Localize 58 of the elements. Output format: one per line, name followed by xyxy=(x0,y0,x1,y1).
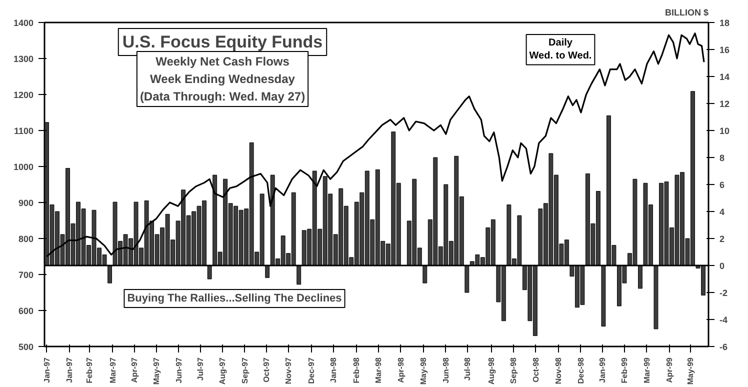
y2-tick-label: 14 xyxy=(720,72,730,82)
x-tick-label: Jul-97 xyxy=(196,356,206,381)
y2-tick-label: 10 xyxy=(720,126,730,136)
x-tick-label: Oct-97 xyxy=(262,356,272,382)
y2-tick-label: -2 xyxy=(720,288,728,298)
y2-axis-title: BILLION $ xyxy=(665,8,709,18)
y-tick-label: 1300 xyxy=(13,54,34,64)
series-label: Daily Wed. to Wed. xyxy=(529,38,592,62)
x-tick-label: Apr-98 xyxy=(396,356,406,383)
y-tick-label: 900 xyxy=(18,198,34,208)
x-tick-label: Feb-97 xyxy=(85,356,94,384)
y2-tick-label: 18 xyxy=(720,18,730,28)
x-tick-label: May-99 xyxy=(686,356,695,385)
x-tick-label: May-98 xyxy=(418,356,428,385)
x-tick-label: Jan-99 xyxy=(598,356,608,383)
x-tick-label: Nov-97 xyxy=(284,356,293,384)
y2-tick-label: -4 xyxy=(720,315,728,325)
y2-tick-label: 0 xyxy=(720,261,725,271)
y-tick-label: 600 xyxy=(18,306,34,316)
y2-tick-label: 8 xyxy=(720,153,725,163)
y-tick-label: 500 xyxy=(18,342,34,352)
y-tick-label: 1100 xyxy=(14,126,34,136)
y-tick-label: 800 xyxy=(18,234,34,244)
annotation: Buying The Rallies...Selling The Declines xyxy=(127,292,342,304)
y2-tick-label: 12 xyxy=(720,99,730,109)
x-tick-label: Oct-98 xyxy=(531,356,540,382)
y2-tick-label: 2 xyxy=(720,234,725,244)
text: Weekly Net Cash Flows Week Ending Wednesday (Data Through: Wed. May 27) xyxy=(140,54,306,104)
x-tick-label: Jan-97 xyxy=(64,356,74,383)
x-tick-label: Dec-98 xyxy=(576,356,586,384)
x-tick-label: Mar-97 xyxy=(108,356,118,384)
y-tick-label: 1200 xyxy=(13,90,34,100)
x-tick-label: Aug-98 xyxy=(487,356,496,385)
x-tick-label: Sep-97 xyxy=(240,356,250,384)
y-tick-label: 1400 xyxy=(13,18,34,28)
x-tick-label: Nov-98 xyxy=(554,356,563,384)
x-tick-label: Mar-99 xyxy=(642,356,652,384)
x-tick-label: Jan-98 xyxy=(328,356,338,383)
x-tick-label: Apr-97 xyxy=(130,356,140,383)
x-tick-label: May-97 xyxy=(152,356,161,385)
text: U.S. Focus Equity Funds xyxy=(122,32,323,52)
x-tick-label: Sep-98 xyxy=(508,356,518,384)
y-tick-label: 1000 xyxy=(13,162,34,172)
x-tick-label: Apr-99 xyxy=(664,356,674,383)
y2-tick-label: -6 xyxy=(720,342,728,352)
y-tick-label: 700 xyxy=(18,270,34,280)
y2-tick-label: 16 xyxy=(720,45,730,55)
y2-tick-label: 4 xyxy=(720,207,725,217)
x-tick-label: Mar-98 xyxy=(374,356,383,384)
y2-tick-label: 6 xyxy=(720,180,725,190)
x-tick-label: Jan-97 xyxy=(42,356,52,383)
x-tick-label: Jun-98 xyxy=(441,356,450,384)
x-tick-label: Feb-99 xyxy=(620,356,629,384)
x-tick-label: Jun-97 xyxy=(174,356,184,384)
x-tick-label: Feb-98 xyxy=(352,356,362,384)
x-tick-label: Jul-98 xyxy=(463,356,472,381)
x-tick-label: Dec-97 xyxy=(307,356,316,384)
x-tick-label: Aug-97 xyxy=(218,356,227,385)
